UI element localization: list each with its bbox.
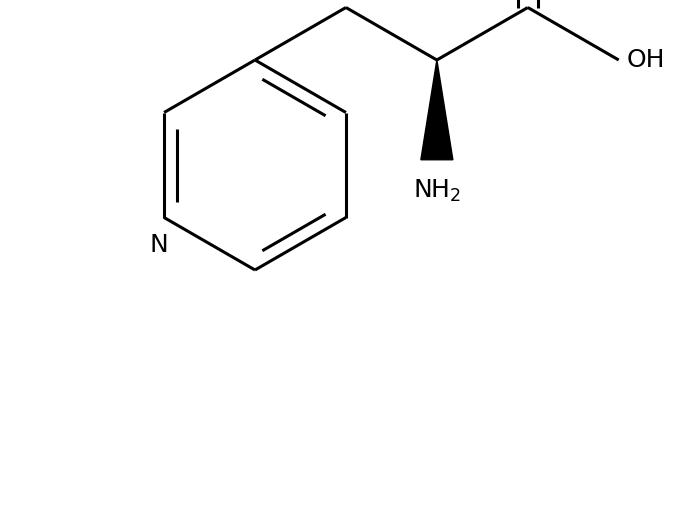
- Text: OH: OH: [626, 48, 665, 72]
- Polygon shape: [421, 60, 453, 160]
- Text: NH$_2$: NH$_2$: [413, 178, 461, 204]
- Text: N: N: [150, 232, 168, 256]
